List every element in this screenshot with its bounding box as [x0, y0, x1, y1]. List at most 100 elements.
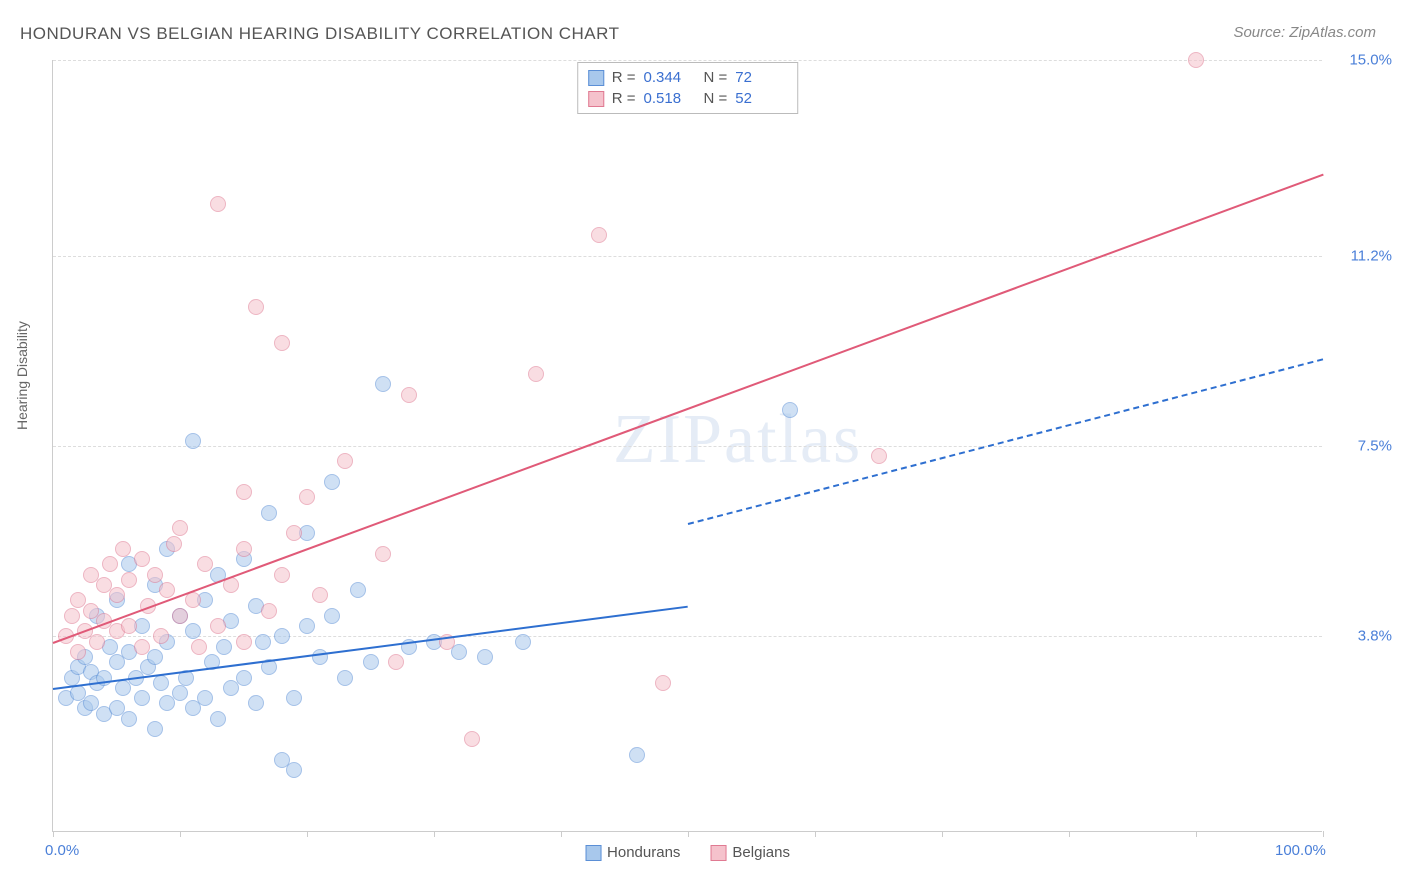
data-point: [286, 690, 302, 706]
data-point: [147, 649, 163, 665]
data-point: [153, 628, 169, 644]
data-point: [210, 618, 226, 634]
data-point: [216, 639, 232, 655]
data-point: [185, 623, 201, 639]
source-label: Source: ZipAtlas.com: [1233, 24, 1376, 41]
x-tick: [942, 831, 943, 837]
legend-item-belgians: Belgians: [710, 844, 790, 861]
data-point: [70, 644, 86, 660]
n-value-1: 72: [735, 69, 787, 86]
data-point: [166, 536, 182, 552]
data-point: [274, 628, 290, 644]
n-value-2: 52: [735, 90, 787, 107]
data-point: [185, 592, 201, 608]
data-point: [109, 587, 125, 603]
data-point: [261, 505, 277, 521]
x-tick-label: 100.0%: [1275, 842, 1326, 859]
x-tick-label: 0.0%: [45, 842, 79, 859]
data-point: [236, 541, 252, 557]
data-point: [401, 387, 417, 403]
data-point: [236, 634, 252, 650]
data-point: [134, 690, 150, 706]
data-point: [185, 433, 201, 449]
r-label: R =: [612, 90, 636, 107]
data-point: [363, 654, 379, 670]
n-label: N =: [704, 90, 728, 107]
y-tick-label: 3.8%: [1358, 628, 1392, 645]
r-label: R =: [612, 69, 636, 86]
data-point: [261, 603, 277, 619]
data-point: [236, 484, 252, 500]
data-point: [528, 366, 544, 382]
data-point: [115, 541, 131, 557]
data-point: [172, 685, 188, 701]
x-tick: [180, 831, 181, 837]
data-point: [134, 551, 150, 567]
data-point: [64, 608, 80, 624]
data-point: [655, 675, 671, 691]
legend-label-belgians: Belgians: [732, 844, 790, 861]
data-point: [782, 402, 798, 418]
data-point: [172, 608, 188, 624]
legend-stats-row-2: R = 0.518 N = 52: [588, 88, 788, 109]
y-tick-label: 11.2%: [1351, 247, 1392, 264]
x-tick: [307, 831, 308, 837]
x-tick: [815, 831, 816, 837]
data-point: [191, 639, 207, 655]
y-tick-label: 7.5%: [1358, 438, 1392, 455]
n-label: N =: [704, 69, 728, 86]
data-point: [337, 670, 353, 686]
x-tick: [53, 831, 54, 837]
data-point: [274, 567, 290, 583]
data-point: [153, 675, 169, 691]
data-point: [286, 525, 302, 541]
data-point: [299, 618, 315, 634]
data-point: [871, 448, 887, 464]
legend-swatch-hondurans-b: [585, 845, 601, 861]
x-tick: [688, 831, 689, 837]
r-value-1: 0.344: [644, 69, 696, 86]
gridline: [53, 446, 1322, 447]
y-axis-label: Hearing Disability: [14, 321, 30, 430]
data-point: [210, 711, 226, 727]
data-point: [121, 572, 137, 588]
data-point: [591, 227, 607, 243]
data-point: [197, 556, 213, 572]
data-point: [324, 474, 340, 490]
data-point: [159, 582, 175, 598]
gridline: [53, 60, 1322, 61]
data-point: [89, 634, 105, 650]
x-tick: [1196, 831, 1197, 837]
data-point: [197, 690, 213, 706]
data-point: [629, 747, 645, 763]
watermark: ZIPatlas: [613, 400, 862, 480]
data-point: [102, 556, 118, 572]
data-point: [134, 639, 150, 655]
data-point: [274, 335, 290, 351]
data-point: [451, 644, 467, 660]
data-point: [312, 587, 328, 603]
legend-label-hondurans: Hondurans: [607, 844, 680, 861]
data-point: [299, 489, 315, 505]
data-point: [375, 376, 391, 392]
chart-container: HONDURAN VS BELGIAN HEARING DISABILITY C…: [0, 0, 1406, 892]
data-point: [337, 453, 353, 469]
data-point: [312, 649, 328, 665]
x-tick: [561, 831, 562, 837]
chart-title: HONDURAN VS BELGIAN HEARING DISABILITY C…: [20, 24, 620, 44]
data-point: [236, 670, 252, 686]
data-point: [388, 654, 404, 670]
data-point: [375, 546, 391, 562]
y-tick-label: 15.0%: [1349, 52, 1392, 69]
data-point: [210, 196, 226, 212]
data-point: [286, 762, 302, 778]
legend-swatch-belgians-b: [710, 845, 726, 861]
x-tick: [1323, 831, 1324, 837]
legend-stats-row-1: R = 0.344 N = 72: [588, 67, 788, 88]
data-point: [324, 608, 340, 624]
data-point: [147, 567, 163, 583]
data-point: [121, 711, 137, 727]
legend-series: Hondurans Belgians: [585, 844, 790, 861]
legend-swatch-belgians: [588, 91, 604, 107]
data-point: [1188, 52, 1204, 68]
